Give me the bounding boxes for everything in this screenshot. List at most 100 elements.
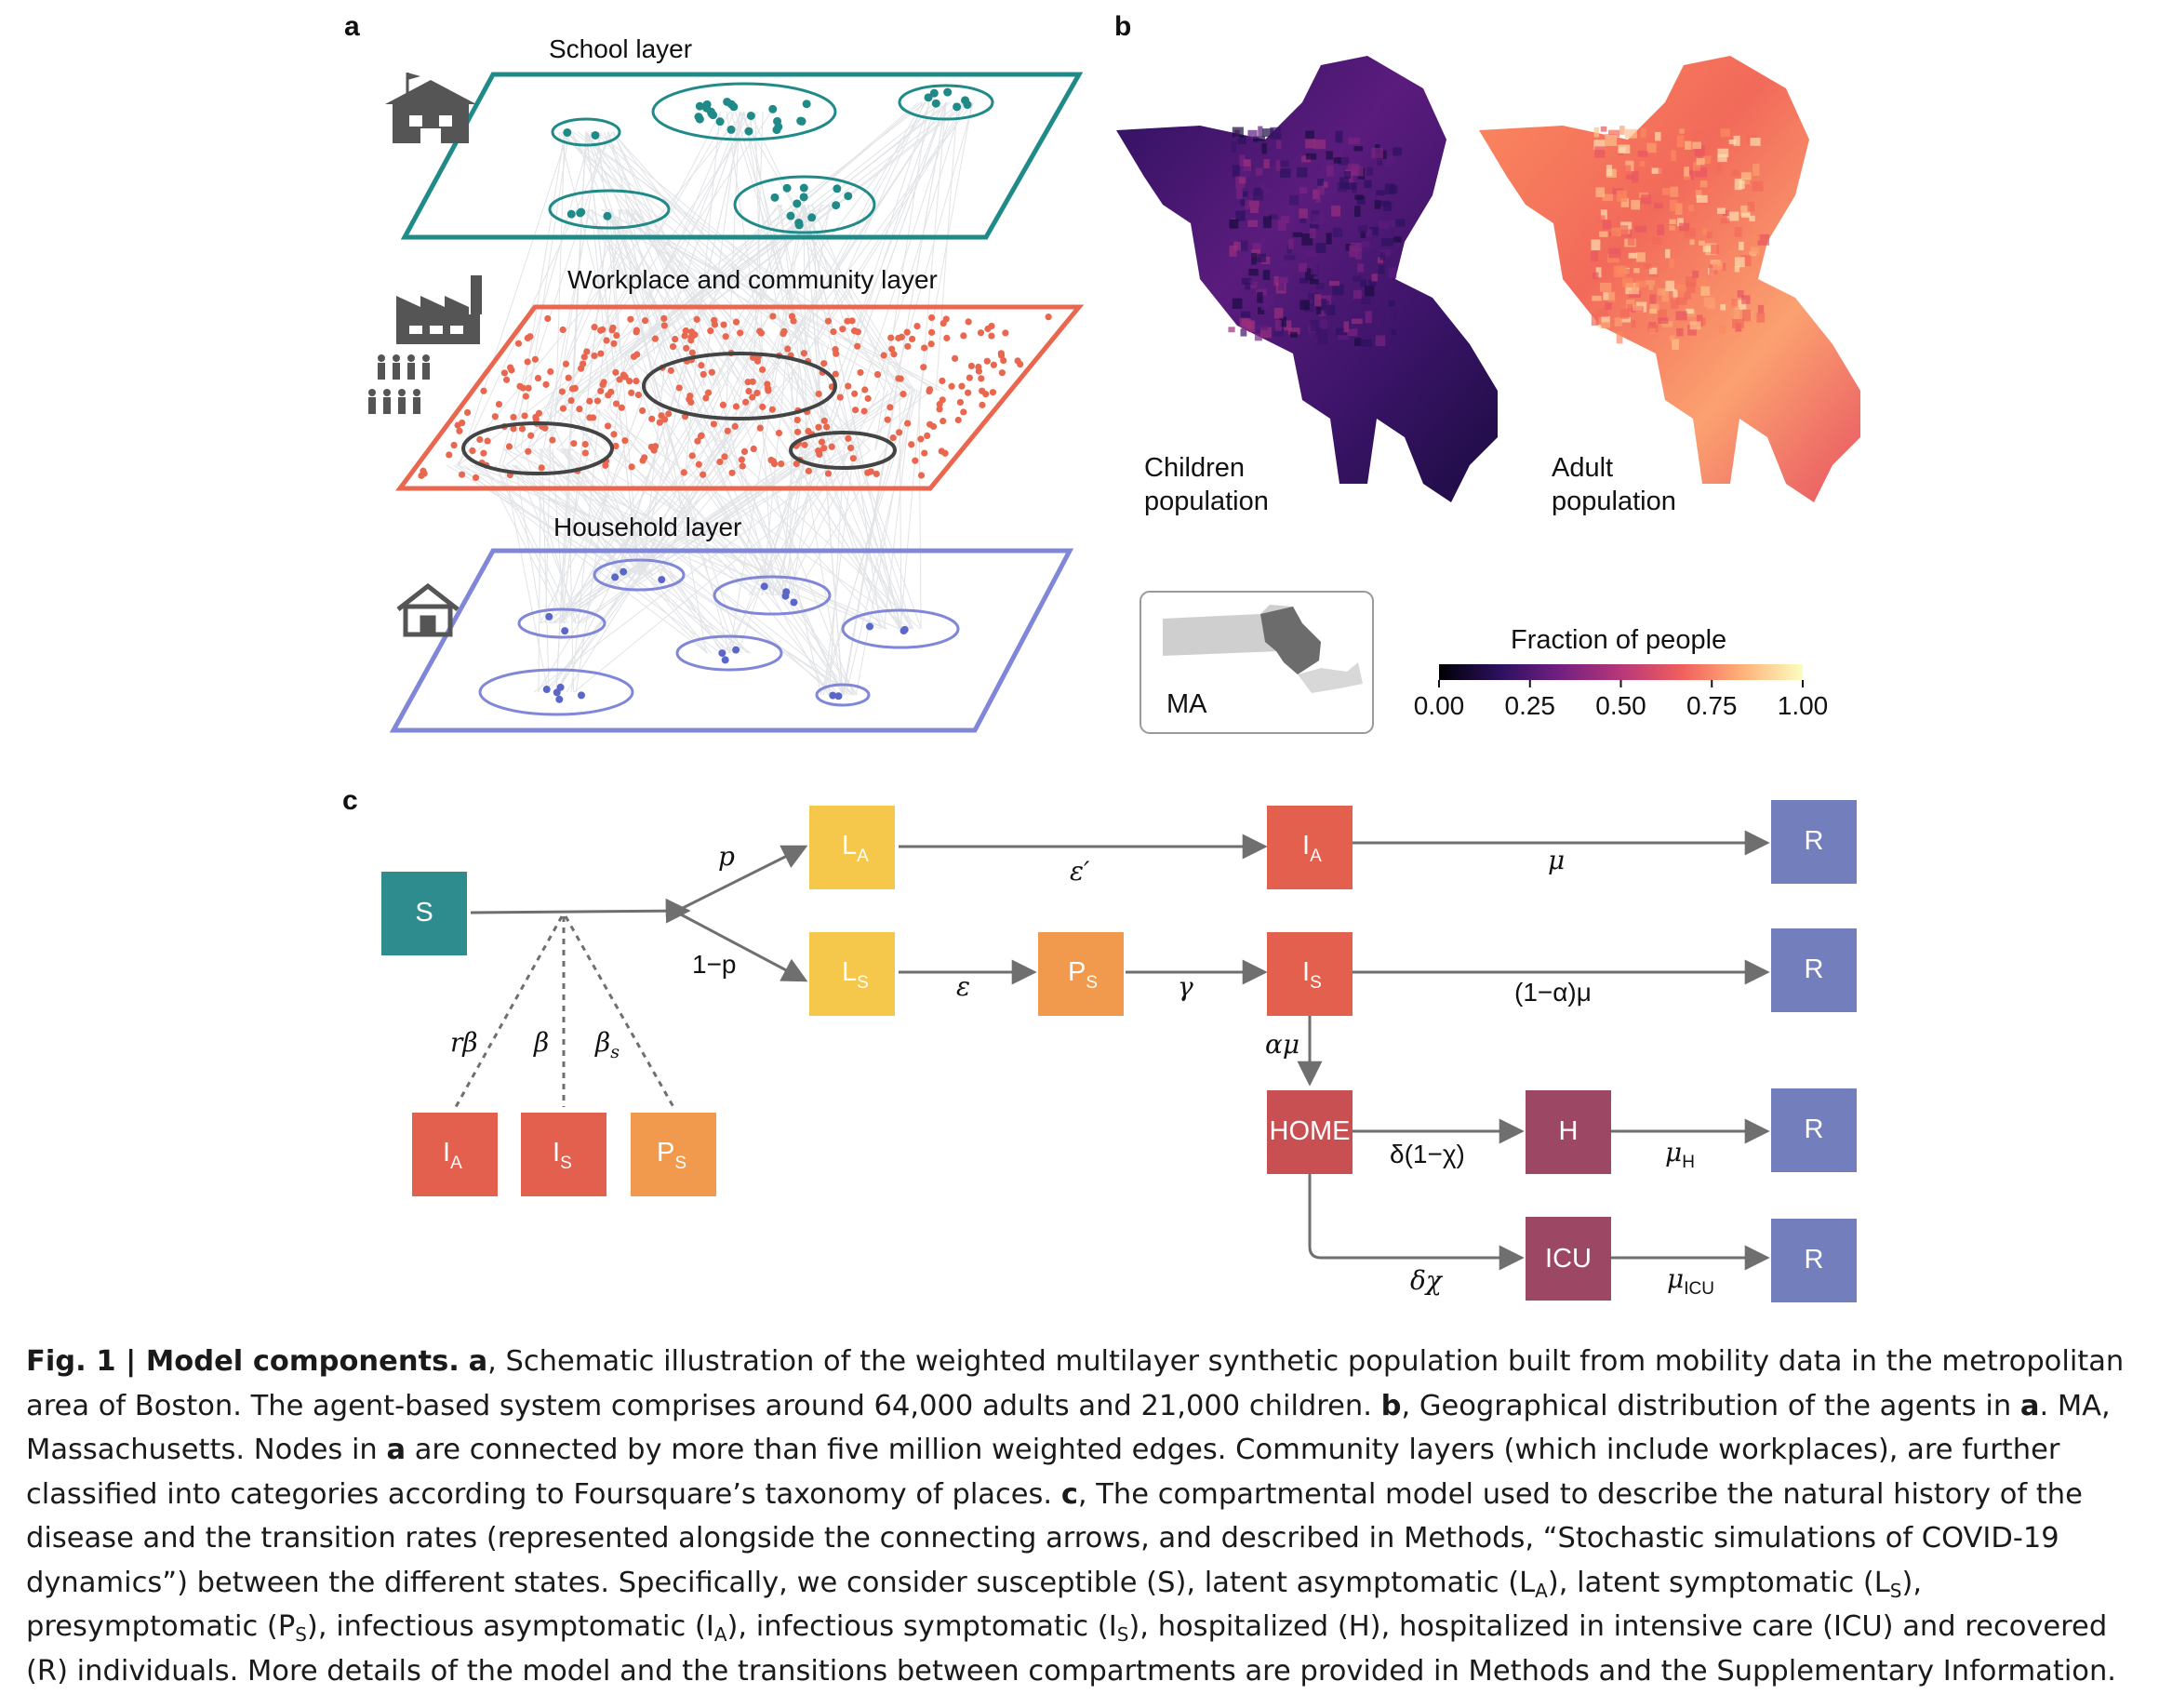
edge xyxy=(553,343,813,693)
children-tract xyxy=(1354,194,1364,200)
compartment-HOME-label: HOME xyxy=(1270,1116,1351,1146)
adult-tract xyxy=(1687,170,1695,180)
workplace-node xyxy=(873,470,880,478)
adult-tract xyxy=(1686,282,1696,293)
edge xyxy=(883,390,913,630)
workplace-node xyxy=(960,408,967,416)
compartment-H-label: H xyxy=(1559,1116,1579,1146)
children-tract xyxy=(1247,220,1259,227)
edge xyxy=(502,464,630,576)
workplace-node xyxy=(675,384,683,392)
adult-tract xyxy=(1734,266,1740,273)
adult-tract xyxy=(1624,128,1637,139)
adult-tract xyxy=(1750,138,1761,146)
children-tract xyxy=(1353,275,1362,282)
children-tract xyxy=(1365,311,1372,324)
children-tract xyxy=(1326,233,1332,245)
workplace-node xyxy=(612,442,620,450)
workplace-node xyxy=(1002,329,1009,337)
workplace-node xyxy=(618,404,625,411)
workplace-node xyxy=(651,335,660,342)
adult-tract xyxy=(1702,155,1712,165)
workplace-node xyxy=(749,394,756,401)
children-tract xyxy=(1277,220,1286,232)
workplace-node xyxy=(660,314,668,322)
workplace-node xyxy=(607,388,615,395)
workplace-node xyxy=(887,334,895,341)
children-tract xyxy=(1256,288,1267,296)
workplace-node xyxy=(454,421,461,429)
adult-tract xyxy=(1726,211,1739,221)
children-tract xyxy=(1245,199,1250,209)
workplace-node xyxy=(769,313,777,320)
adult-tract xyxy=(1600,209,1607,220)
rate-1-minus-p: 1−p xyxy=(692,950,737,979)
workplace-node xyxy=(982,391,990,398)
school-node xyxy=(591,130,600,140)
children-tract xyxy=(1336,327,1348,336)
edge xyxy=(919,101,973,392)
edge xyxy=(608,208,730,654)
workplace-node xyxy=(669,343,677,351)
colorbar-tick-label: 0.00 xyxy=(1414,691,1465,720)
workplace-node xyxy=(708,368,715,376)
svg-text:PS: PS xyxy=(657,1138,686,1173)
adult-tract xyxy=(1639,161,1646,167)
adult-tract xyxy=(1756,313,1766,323)
children-tract xyxy=(1361,297,1371,304)
edge xyxy=(615,353,688,576)
workplace-node xyxy=(446,451,453,459)
adult-tract xyxy=(1669,259,1674,269)
edge xyxy=(459,131,569,466)
compartment-R-1: R xyxy=(1771,800,1857,884)
workplace-node xyxy=(500,369,509,377)
children-tract xyxy=(1305,138,1315,149)
workplace-node xyxy=(839,326,846,333)
adult-tract xyxy=(1605,302,1612,311)
adult-tract xyxy=(1631,199,1641,210)
workplace-node xyxy=(484,437,491,445)
adult-tract xyxy=(1662,188,1671,195)
adult-tract xyxy=(1637,151,1648,157)
adult-tract xyxy=(1649,294,1657,304)
compartment-S: S xyxy=(381,872,467,955)
workplace-node xyxy=(583,348,591,355)
workplace-node xyxy=(977,329,985,337)
household-node xyxy=(834,692,843,701)
workplace-node xyxy=(633,351,641,358)
workplace-node xyxy=(527,432,535,439)
school-layer: School layer xyxy=(400,34,1084,240)
edge xyxy=(553,464,741,624)
children-tract xyxy=(1254,333,1262,341)
children-tract xyxy=(1333,157,1341,164)
workplace-node xyxy=(851,390,859,397)
school-node xyxy=(807,213,817,222)
edge xyxy=(506,101,966,466)
children-tract xyxy=(1280,234,1288,243)
workplace-node xyxy=(1014,357,1021,365)
adult-tract xyxy=(1738,241,1744,251)
children-tract xyxy=(1238,240,1248,251)
school-node xyxy=(577,207,586,217)
adult-tract xyxy=(1689,239,1695,246)
school-node xyxy=(794,220,804,230)
school-icon xyxy=(385,73,476,143)
workplace-node xyxy=(542,380,550,388)
workplace-node xyxy=(846,444,855,452)
adult-tract xyxy=(1689,321,1701,330)
children-tract xyxy=(1338,156,1350,166)
workplace-node xyxy=(917,435,925,443)
school-layer-label: School layer xyxy=(549,34,692,63)
adult-tract xyxy=(1670,297,1679,309)
adult-tract xyxy=(1718,325,1726,334)
edge xyxy=(899,390,902,630)
workplace-node xyxy=(628,463,635,471)
workplace-node xyxy=(589,414,597,421)
workplace-node xyxy=(609,324,617,331)
children-tract xyxy=(1335,130,1343,143)
children-tract xyxy=(1378,220,1390,229)
colorbar-title: Fraction of people xyxy=(1511,625,1726,655)
school-node xyxy=(746,112,755,121)
workplace-node xyxy=(784,345,792,353)
adult-tract xyxy=(1633,305,1643,311)
